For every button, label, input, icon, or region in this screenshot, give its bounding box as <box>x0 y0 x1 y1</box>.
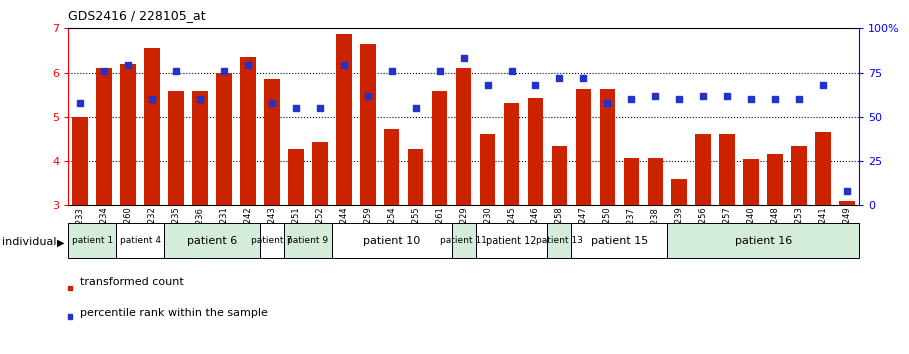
Point <box>73 100 87 105</box>
Bar <box>667 223 859 258</box>
Bar <box>839 201 854 205</box>
Text: transformed count: transformed count <box>80 277 184 287</box>
Point <box>480 82 494 88</box>
Bar <box>575 89 591 205</box>
Bar <box>452 223 475 258</box>
Text: patient 15: patient 15 <box>591 236 648 246</box>
Text: percentile rank within the sample: percentile rank within the sample <box>80 308 267 318</box>
Point <box>241 63 255 68</box>
Bar <box>408 149 424 205</box>
Point <box>408 105 423 111</box>
Bar <box>815 132 831 205</box>
Bar <box>792 145 807 205</box>
Point <box>696 93 711 98</box>
Bar <box>672 179 687 205</box>
Bar <box>744 159 759 205</box>
Bar <box>145 48 160 205</box>
Point <box>600 100 614 105</box>
Bar <box>168 91 184 205</box>
Bar <box>647 158 663 205</box>
Point <box>648 93 663 98</box>
Bar <box>624 158 639 205</box>
Text: GDS2416 / 228105_at: GDS2416 / 228105_at <box>68 9 205 22</box>
Point <box>624 96 639 102</box>
Bar <box>528 98 544 205</box>
Point <box>815 82 830 88</box>
Point <box>792 96 806 102</box>
Point <box>840 188 854 194</box>
Point <box>193 96 207 102</box>
Bar <box>284 223 332 258</box>
Text: patient 6: patient 6 <box>187 236 237 246</box>
Point <box>121 63 135 68</box>
Bar <box>240 57 255 205</box>
Point <box>385 68 399 74</box>
Text: patient 13: patient 13 <box>536 236 583 245</box>
Bar <box>68 223 116 258</box>
Point <box>720 93 734 98</box>
Bar <box>260 223 284 258</box>
Bar <box>480 133 495 205</box>
Text: patient 7: patient 7 <box>251 236 293 245</box>
Bar <box>504 103 519 205</box>
Bar <box>572 223 667 258</box>
Bar <box>120 64 135 205</box>
Bar <box>360 44 375 205</box>
Bar <box>695 133 711 205</box>
Bar <box>719 133 735 205</box>
Bar <box>288 149 304 205</box>
Bar <box>475 223 547 258</box>
Bar <box>192 91 208 205</box>
Point <box>576 75 591 81</box>
Bar <box>73 117 88 205</box>
Bar <box>600 89 615 205</box>
Point <box>265 100 279 105</box>
Bar <box>455 68 472 205</box>
Bar <box>336 34 352 205</box>
Point <box>672 96 686 102</box>
Bar <box>432 91 447 205</box>
Bar <box>552 145 567 205</box>
Point <box>433 68 447 74</box>
Point <box>169 68 184 74</box>
Point <box>361 93 375 98</box>
Point <box>552 75 566 81</box>
Text: ▶: ▶ <box>57 238 65 247</box>
Text: patient 16: patient 16 <box>734 236 792 246</box>
Point <box>216 68 231 74</box>
Text: patient 9: patient 9 <box>287 236 328 245</box>
Text: patient 11: patient 11 <box>440 236 487 245</box>
Point <box>97 68 112 74</box>
Point <box>456 56 471 61</box>
Bar <box>164 223 260 258</box>
Text: patient 10: patient 10 <box>363 236 420 246</box>
Bar <box>116 223 164 258</box>
Bar <box>767 154 783 205</box>
Point <box>145 96 159 102</box>
Point <box>313 105 327 111</box>
Text: patient 1: patient 1 <box>72 236 113 245</box>
Point <box>336 63 351 68</box>
Point <box>744 96 758 102</box>
Bar <box>265 79 280 205</box>
Text: individual: individual <box>2 238 56 247</box>
Point <box>528 82 543 88</box>
Bar <box>384 129 399 205</box>
Bar <box>332 223 452 258</box>
Text: patient 4: patient 4 <box>120 236 161 245</box>
Point <box>288 105 303 111</box>
Bar <box>312 143 327 205</box>
Point <box>768 96 783 102</box>
Point <box>504 68 519 74</box>
Bar <box>216 73 232 205</box>
Bar <box>96 68 112 205</box>
Text: patient 12: patient 12 <box>486 236 537 246</box>
Bar <box>547 223 572 258</box>
